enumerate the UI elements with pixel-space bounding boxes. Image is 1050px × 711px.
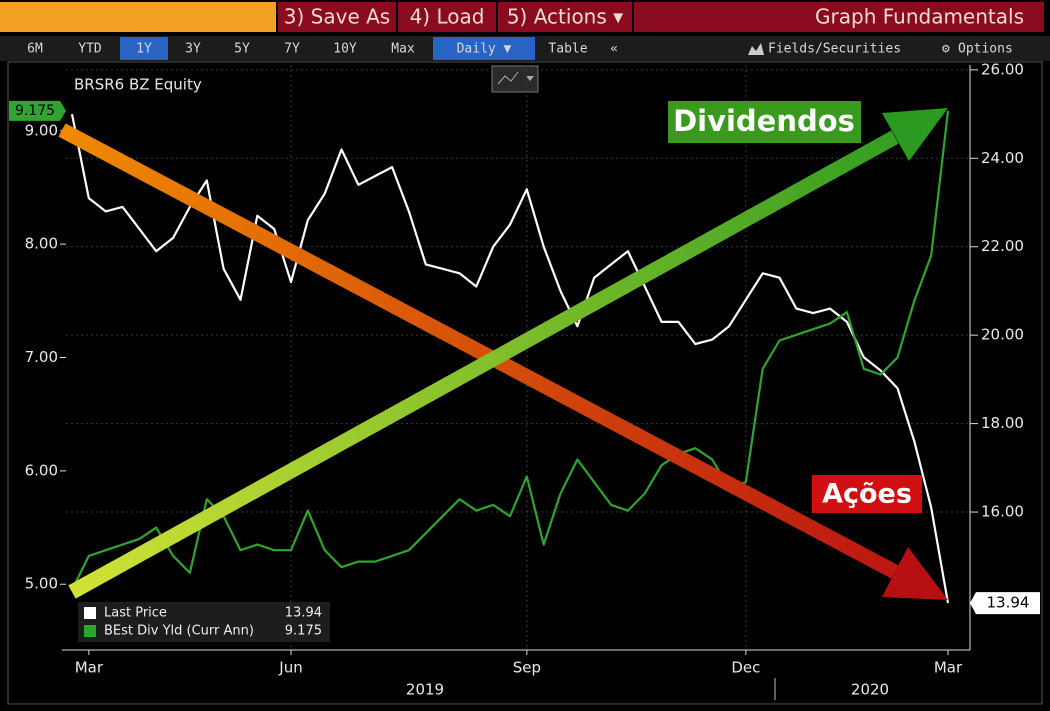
chart-type-icon: [497, 71, 519, 85]
menu-label[interactable]: 3) Save As: [284, 5, 390, 29]
rising-arrow: [68, 130, 899, 599]
y2-tick-label: 26.00: [981, 60, 1024, 78]
frequency-button[interactable]: [433, 37, 535, 60]
legend-label: Last Price: [104, 606, 167, 621]
y2-tick-label: 18.00: [981, 414, 1024, 432]
legend-value: 9.175: [285, 624, 322, 639]
options-button[interactable]: Options: [958, 42, 1013, 57]
range-button[interactable]: 7Y: [284, 42, 300, 57]
year-label: 2020: [851, 681, 889, 699]
menu-label[interactable]: 4) Load: [410, 5, 485, 29]
y-tick-label: 5.00: [25, 575, 58, 593]
x-tick-label: Mar: [75, 659, 104, 677]
x-tick-label: Sep: [513, 659, 541, 677]
price-tag-label: 13.94: [987, 594, 1030, 612]
chart-title: BRSR6 BZ Equity: [74, 76, 202, 94]
y2-tick-label: 24.00: [981, 149, 1024, 167]
annotation: Dividendos: [673, 104, 855, 138]
title-bar: [634, 2, 1044, 32]
dropdown-icon: [526, 76, 534, 81]
annotation-box: [812, 475, 922, 513]
y-tick-label: 9.00: [25, 121, 58, 139]
series-line: [70, 113, 950, 604]
price-tag: [970, 592, 1040, 615]
range-button[interactable]: 10Y: [333, 42, 357, 57]
range-button[interactable]: 1Y: [136, 42, 152, 57]
app-title: Graph Fundamentals: [815, 5, 1024, 29]
range-button[interactable]: 5Y: [234, 42, 250, 57]
legend-swatch: [84, 625, 96, 637]
legend: [78, 602, 330, 642]
fields-button[interactable]: Fields/Securities: [768, 42, 901, 57]
range-button[interactable]: 3Y: [185, 42, 201, 57]
x-tick-label: Dec: [731, 659, 760, 677]
table-button[interactable]: Table: [548, 42, 587, 57]
frequency[interactable]: Daily ▼: [457, 42, 512, 57]
range-button[interactable]: YTD: [78, 42, 102, 57]
x-tick-label: Jun: [278, 659, 302, 677]
y2-tick-label: 22.00: [981, 237, 1024, 255]
y-tick-label: 7.00: [25, 348, 58, 366]
yield-tag-label: 9.175: [15, 103, 55, 119]
command-field[interactable]: [0, 2, 276, 32]
rising-arrow-head: [882, 108, 948, 161]
selected-range[interactable]: [120, 37, 168, 60]
menu-button[interactable]: [398, 2, 496, 32]
menu-button[interactable]: [278, 2, 396, 32]
fields-icon: [748, 43, 764, 55]
falling-arrow: [58, 123, 899, 579]
collapse-button[interactable]: «: [610, 42, 618, 57]
y-tick-label: 6.00: [25, 461, 58, 479]
legend-swatch: [84, 607, 96, 619]
annotation-box: [668, 101, 861, 143]
x-tick-label: Mar: [934, 659, 963, 677]
range-button[interactable]: 6M: [27, 42, 43, 57]
falling-arrow-head: [882, 547, 948, 600]
legend-value: 13.94: [285, 606, 322, 621]
y-tick-label: 8.00: [25, 235, 58, 253]
menu-button[interactable]: [498, 2, 632, 32]
legend-label: BEst Div Yld (Curr Ann): [104, 624, 254, 639]
gear-icon: ⚙: [942, 42, 950, 57]
year-label: 2019: [406, 681, 444, 699]
y2-tick-label: 20.00: [981, 326, 1024, 344]
yield-tag: [9, 100, 66, 121]
annotation: Ações: [822, 479, 912, 510]
range-button[interactable]: Max: [391, 42, 415, 57]
menu-label[interactable]: 5) Actions ▾: [507, 5, 623, 29]
y2-tick-label: 16.00: [981, 503, 1024, 521]
